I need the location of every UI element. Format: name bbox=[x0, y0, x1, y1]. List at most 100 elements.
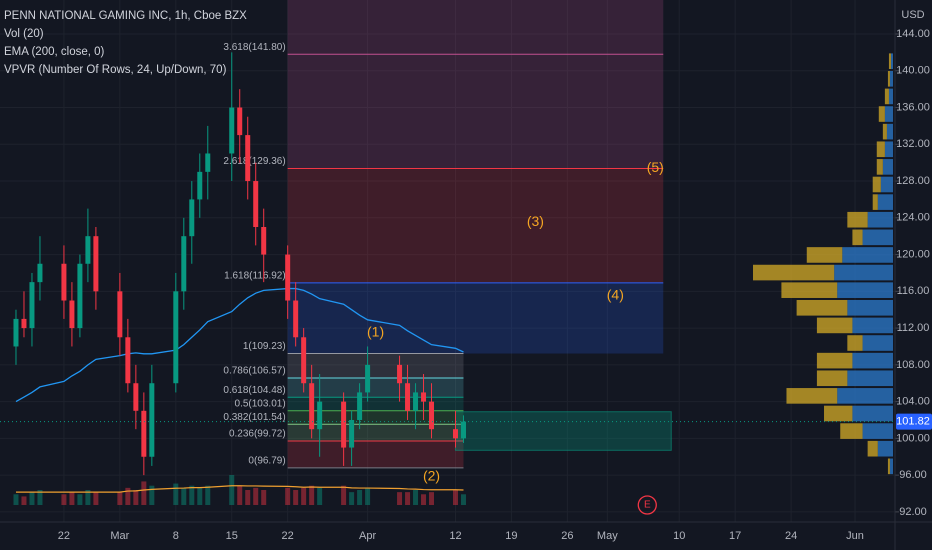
candle-body bbox=[29, 282, 35, 329]
y-tick-label: 132.00 bbox=[896, 138, 930, 150]
volume-bar bbox=[85, 490, 91, 505]
x-tick-label: 12 bbox=[449, 530, 461, 542]
fib-label: 0.786(106.57) bbox=[223, 366, 285, 377]
volume-bar bbox=[421, 494, 427, 505]
volume-bar bbox=[237, 485, 243, 505]
vpvr-down bbox=[884, 88, 889, 105]
vpvr-up bbox=[884, 106, 893, 122]
wave-label: (5) bbox=[647, 159, 664, 175]
vpvr-up bbox=[882, 159, 893, 175]
candle-body bbox=[197, 171, 203, 200]
volume-bar bbox=[69, 492, 75, 505]
vpvr-up bbox=[852, 405, 893, 422]
y-tick-label: 136.00 bbox=[896, 101, 930, 113]
candle-body bbox=[229, 107, 235, 154]
vpvr-up bbox=[837, 282, 893, 298]
candle-body bbox=[341, 401, 347, 448]
indicator-label: VPVR (Number Of Rows, 24, Up/Down, 70) bbox=[4, 64, 227, 76]
vpvr-down bbox=[876, 159, 883, 175]
vpvr-up bbox=[862, 229, 893, 246]
vpvr-up bbox=[886, 123, 893, 140]
volume-bar bbox=[293, 490, 299, 505]
fib-label: 0(96.79) bbox=[248, 456, 285, 467]
fib-band bbox=[287, 377, 464, 398]
candle-body bbox=[61, 263, 67, 301]
vpvr-down bbox=[816, 370, 848, 387]
fib-label: 0.236(99.72) bbox=[229, 429, 286, 440]
volume-bar bbox=[349, 492, 355, 505]
volume-bar bbox=[413, 490, 419, 505]
candle-body bbox=[293, 300, 299, 338]
candle-body bbox=[21, 318, 27, 329]
vpvr-up bbox=[889, 70, 893, 87]
candle-body bbox=[189, 199, 195, 237]
candle-body bbox=[245, 135, 251, 182]
x-tick-label: 10 bbox=[673, 530, 685, 542]
volume-bar bbox=[61, 494, 67, 505]
candle-body bbox=[133, 383, 139, 411]
vpvr-down bbox=[882, 123, 887, 140]
y-tick-label: 140.00 bbox=[896, 65, 930, 77]
vpvr-down bbox=[786, 388, 838, 404]
vpvr-down bbox=[840, 423, 863, 439]
candle-body bbox=[117, 291, 123, 338]
volume-bar bbox=[429, 492, 435, 505]
candle-body bbox=[261, 226, 267, 255]
vpvr-up bbox=[852, 352, 893, 369]
vpvr-up bbox=[862, 335, 893, 351]
vpvr-up bbox=[884, 141, 893, 158]
fib-band bbox=[287, 168, 664, 283]
x-tick-label: 15 bbox=[226, 530, 238, 542]
candle-body bbox=[309, 383, 315, 430]
volume-bar bbox=[21, 496, 27, 505]
candle-body bbox=[357, 392, 363, 420]
candle-body bbox=[237, 107, 243, 136]
x-tick-label: Apr bbox=[359, 530, 376, 542]
fib-band bbox=[287, 54, 664, 169]
candle-body bbox=[253, 181, 259, 227]
candle-body bbox=[452, 429, 458, 439]
fib-band bbox=[287, 410, 464, 425]
volume-bar bbox=[365, 487, 371, 505]
y-tick-label: 116.00 bbox=[897, 285, 930, 297]
candle-body bbox=[421, 392, 427, 402]
fib-label: 1.618(116.92) bbox=[224, 271, 286, 282]
candle-body bbox=[13, 318, 19, 347]
vpvr-up bbox=[889, 458, 893, 475]
volume-bar bbox=[149, 485, 155, 505]
candle-body bbox=[317, 401, 323, 430]
vpvr-up bbox=[877, 440, 893, 457]
volume-bar bbox=[245, 490, 251, 505]
candle-body bbox=[93, 236, 99, 292]
candle-body bbox=[173, 291, 179, 384]
volume-bar bbox=[181, 487, 187, 505]
candle-body bbox=[149, 383, 155, 457]
earnings-marker bbox=[637, 495, 657, 515]
vpvr-up bbox=[880, 176, 893, 193]
fib-label: 0.382(101.54) bbox=[223, 412, 285, 423]
volume-bar bbox=[93, 492, 99, 505]
vpvr-down bbox=[824, 405, 853, 422]
x-tick-label: Jun bbox=[846, 530, 864, 542]
y-tick-label: 144.00 bbox=[896, 28, 930, 40]
vpvr-down bbox=[806, 247, 843, 263]
vpvr-down bbox=[867, 440, 878, 457]
volume-bar bbox=[285, 487, 291, 505]
vpvr-down bbox=[888, 53, 891, 69]
volume-bar bbox=[37, 490, 43, 505]
y-tick-label: 92.00 bbox=[899, 506, 927, 518]
y-tick-label: 124.00 bbox=[896, 212, 930, 224]
volume-bar bbox=[317, 487, 323, 505]
wave-label: (2) bbox=[423, 468, 440, 484]
x-tick-label: 26 bbox=[561, 530, 573, 542]
vpvr-down bbox=[872, 176, 881, 193]
vpvr-up bbox=[888, 88, 893, 105]
vpvr-down bbox=[847, 335, 863, 351]
y-tick-label: 120.00 bbox=[896, 248, 930, 260]
x-tick-label: 8 bbox=[173, 530, 179, 542]
volume-bar bbox=[77, 494, 83, 505]
vpvr-down bbox=[781, 282, 838, 298]
vpvr-down bbox=[816, 317, 853, 334]
volume-bar bbox=[125, 487, 131, 505]
candle-body bbox=[141, 410, 147, 457]
